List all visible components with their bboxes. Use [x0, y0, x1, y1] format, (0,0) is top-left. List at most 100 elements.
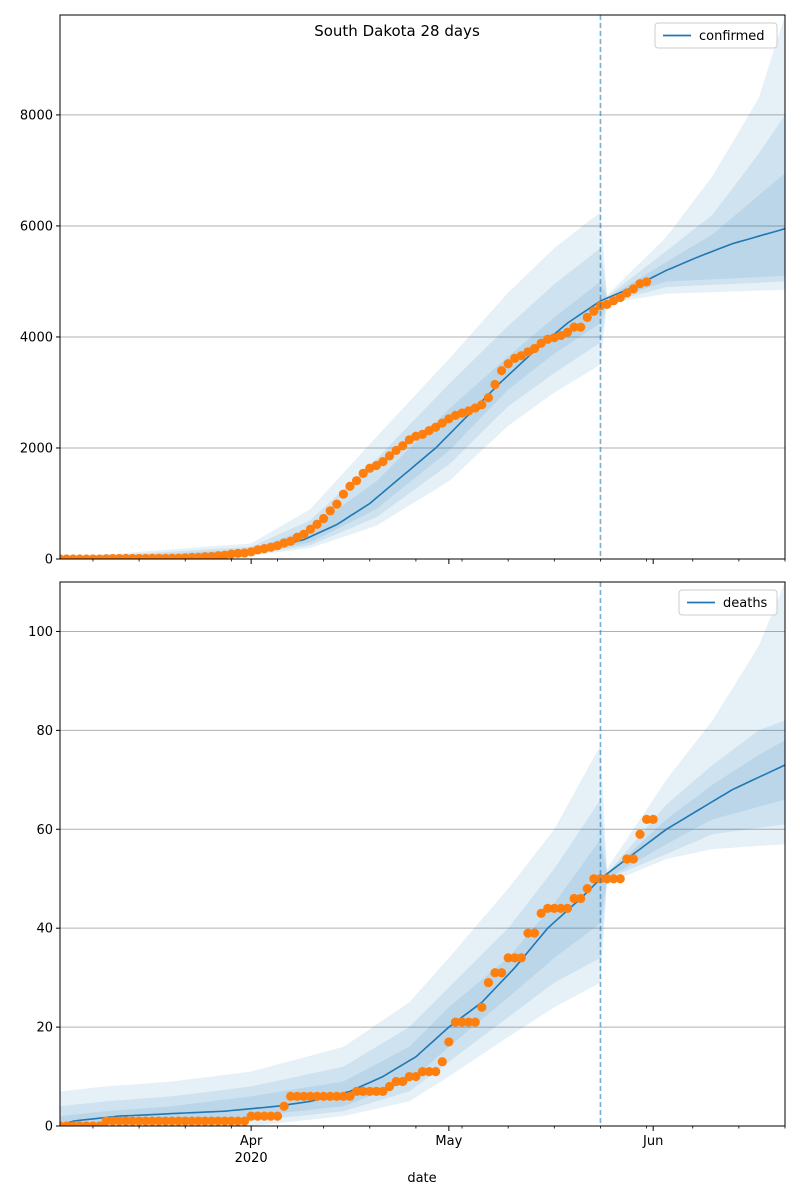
observed-point [510, 953, 520, 963]
observed-point [193, 1116, 204, 1126]
y-tick-label: 100 [28, 625, 53, 640]
observed-point [108, 1116, 118, 1126]
observed-point [398, 441, 408, 451]
y-tick-label: 6000 [20, 219, 53, 234]
observed-point [529, 928, 540, 938]
observed-point [292, 1091, 302, 1101]
observed-point [286, 536, 296, 546]
model-line [60, 764, 785, 1126]
observed-point [391, 1076, 401, 1087]
observed-point [483, 977, 494, 988]
observed-point [121, 1116, 131, 1126]
observed-point [411, 1071, 421, 1082]
observed-point [378, 456, 388, 467]
observed-point [345, 481, 355, 491]
observed-point [114, 1116, 124, 1126]
observed-point [431, 1067, 441, 1077]
observed-point [516, 953, 526, 963]
observed-point [345, 1091, 355, 1101]
observed-point [213, 1116, 223, 1126]
observed-point [404, 1071, 414, 1082]
observed-point [141, 1116, 151, 1126]
y-tick-label: 20 [36, 1021, 53, 1036]
observed-point [569, 322, 579, 332]
confirmed-panel: 0 2000 4000 6000 8000 confirmed [20, 14, 786, 568]
x-tick-label: May [435, 1134, 462, 1149]
observed-point [576, 322, 586, 332]
observed-point [622, 288, 632, 298]
observed-point [332, 1091, 342, 1101]
observed-point [233, 1116, 243, 1126]
observed-point [384, 451, 395, 461]
observed-point [279, 1101, 289, 1111]
observed-point [233, 548, 243, 558]
observed-point [286, 1091, 296, 1101]
legend-box [654, 22, 778, 49]
observed-point [338, 489, 349, 499]
x-tick-year-label: 2020 [235, 1151, 268, 1166]
observed-point [351, 1086, 362, 1096]
observed-point [325, 1091, 335, 1101]
observed-point [641, 814, 652, 824]
observed-point [536, 908, 546, 918]
observed-point [253, 1111, 263, 1121]
observed-point [101, 1116, 111, 1126]
observed-point [602, 874, 612, 884]
observed-point [615, 292, 625, 303]
observed-point [134, 1116, 144, 1126]
uncertainty-band-1 [60, 582, 785, 1126]
observed-point [384, 1081, 395, 1092]
observed-point [226, 1116, 236, 1126]
y-tick-label: 8000 [20, 108, 53, 123]
deaths-panel: 0 20 40 60 80 100 Apr 2020 May Jun deaths [28, 581, 786, 1166]
observed-point [523, 928, 533, 938]
observed-point [127, 1116, 138, 1126]
axes-frame [59, 14, 786, 560]
observed-point [246, 1111, 256, 1121]
observed-point [417, 1067, 428, 1077]
legend: confirmed [654, 22, 778, 49]
observed-point [325, 506, 335, 516]
observed-point [562, 327, 573, 337]
observed-point [622, 854, 632, 864]
observed-point [200, 1116, 210, 1126]
observed-point [437, 418, 447, 428]
observed-point [477, 1002, 487, 1012]
observed-point [305, 1091, 316, 1101]
axes-frame [59, 581, 786, 1127]
observed-point [187, 1116, 197, 1126]
y-tick-label: 4000 [20, 330, 53, 345]
observed-point [496, 366, 507, 376]
observed-point [562, 903, 573, 914]
observed-point [589, 874, 599, 884]
observed-point [391, 445, 401, 456]
observed-point [174, 1116, 184, 1126]
uncertainty-band-2 [60, 720, 785, 1126]
observed-point [160, 1116, 171, 1126]
observed-point [358, 1086, 368, 1096]
uncertainty-band-3 [60, 740, 785, 1126]
observed-point [239, 1116, 250, 1126]
observed-point [378, 1086, 388, 1096]
observed-point [312, 519, 322, 529]
observed-point [582, 884, 592, 894]
y-tick-label: 0 [45, 553, 53, 568]
observed-point [332, 499, 342, 509]
observed-point [483, 393, 494, 403]
observed-point [628, 284, 639, 294]
observed-point [641, 277, 652, 287]
observed-point [529, 343, 540, 354]
observed-point [338, 1091, 349, 1101]
observed-point [312, 1091, 322, 1101]
observed-point [609, 874, 619, 884]
y-tick-label: 60 [36, 823, 53, 838]
observed-point [444, 1037, 454, 1047]
observed-point [358, 468, 368, 479]
observed-point [431, 422, 441, 432]
observed-point [266, 1111, 276, 1121]
y-tick-label: 40 [36, 922, 53, 937]
observed-point [490, 379, 500, 390]
observed-point [470, 1017, 480, 1027]
x-tick-label: Apr [240, 1134, 263, 1149]
